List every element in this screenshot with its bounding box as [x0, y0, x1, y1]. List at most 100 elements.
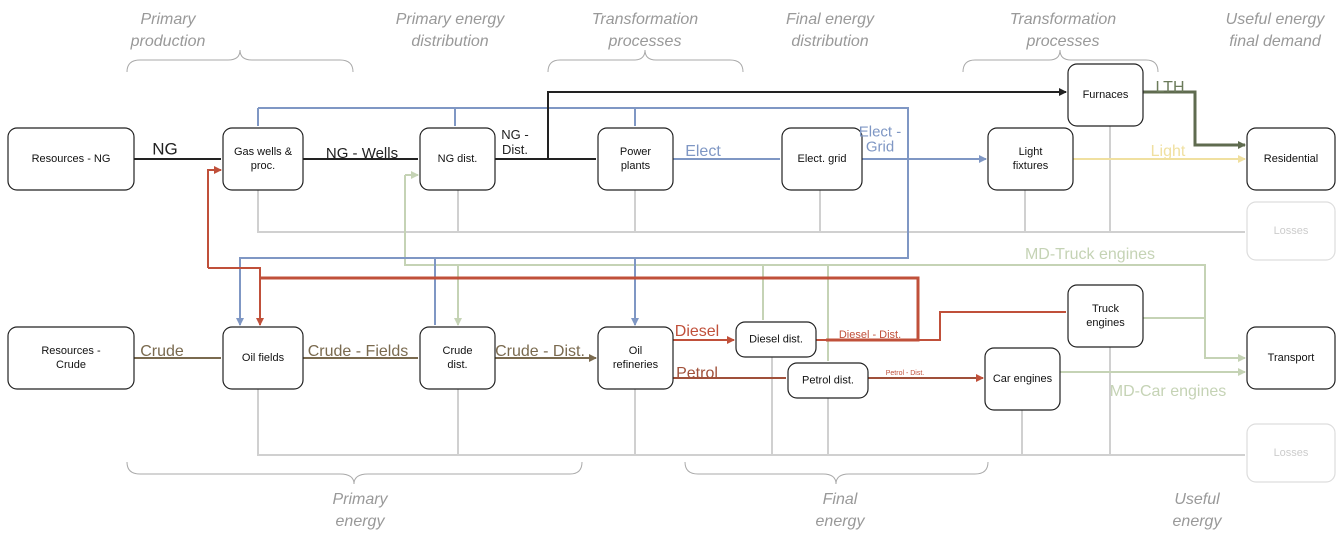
node-box: [1246, 201, 1336, 261]
node-label: Oil fields: [242, 352, 285, 364]
flow-name: Diesel: [675, 323, 719, 340]
stage-heading: Transformation: [592, 11, 699, 28]
node-label: Truck: [1092, 303, 1120, 315]
node-label: Resources -: [41, 345, 101, 357]
node: Resources - Crude: [7, 326, 135, 390]
stage-heading: Transformation: [1010, 11, 1117, 28]
nodes: Resources - NG Gas wells & proc. NG dist. Po…: [7, 63, 1336, 483]
node-label: Crude: [56, 359, 86, 371]
flow-name: NG -: [501, 127, 528, 142]
flow-name: MD-Car engines: [1110, 383, 1226, 400]
stage-heading: processes: [1026, 33, 1100, 50]
node-label: Petrol dist.: [802, 374, 854, 386]
flow-name: NG - Wells: [326, 145, 398, 162]
stage-heading: energy: [816, 513, 866, 530]
node: Gas wells & proc.: [222, 127, 304, 191]
node: Light fixtures: [987, 127, 1074, 191]
flow-name: MD-Truck engines: [1025, 246, 1155, 263]
flow-name: Crude - Fields: [308, 343, 408, 360]
node-label: fixtures: [1013, 160, 1049, 172]
node: Resources - NG: [7, 127, 135, 191]
node: Furnaces: [1067, 63, 1144, 127]
node-label: Power: [620, 146, 652, 158]
node-box: [1246, 127, 1336, 191]
braces: [126, 49, 1159, 485]
node-label: engines: [1086, 317, 1125, 329]
flow-name: LTH: [1155, 79, 1184, 96]
stage-heading: Primary: [332, 491, 388, 508]
node-label: Crude: [443, 345, 473, 357]
node-box: [7, 326, 135, 390]
flow-name: NG: [152, 139, 178, 158]
node-box: [1067, 284, 1144, 348]
node: Oil refineries: [597, 326, 674, 390]
flow-name: Grid: [866, 138, 894, 155]
node-label: Car engines: [993, 373, 1053, 385]
stage-heading: Primary: [140, 11, 196, 28]
node-label: Diesel dist.: [749, 333, 803, 345]
node-box: [7, 127, 135, 191]
flow-name: Dist.: [502, 142, 528, 157]
node-box: [419, 326, 496, 390]
stage-heading: production: [130, 33, 206, 50]
node: Transport: [1246, 326, 1336, 390]
stage-heading: distribution: [791, 33, 868, 50]
stage-heading: Useful: [1174, 491, 1220, 508]
node-label: plants: [621, 160, 651, 172]
stage-heading: Useful energy: [1226, 11, 1326, 28]
node-label: Light: [1019, 146, 1043, 158]
node: NG dist.: [419, 127, 496, 191]
node: Power plants: [597, 127, 674, 191]
node: Truck engines: [1067, 284, 1144, 348]
node-box: [735, 321, 817, 358]
node-label: Losses: [1274, 447, 1309, 459]
node-label: proc.: [251, 160, 275, 172]
node-label: Losses: [1274, 225, 1309, 237]
node-label: Gas wells &: [234, 146, 293, 158]
flow-name: Elect -: [859, 123, 902, 140]
stage-heading: energy: [336, 513, 386, 530]
node: Petrol dist.: [787, 362, 869, 399]
node-label: Transport: [1268, 352, 1315, 364]
flow-name: Petrol: [676, 365, 718, 382]
node-box: [787, 362, 869, 399]
node: Residential: [1246, 127, 1336, 191]
node-box: [1067, 63, 1144, 127]
node-label: Oil: [629, 345, 642, 357]
stage-heading: final demand: [1229, 33, 1322, 50]
node: Diesel dist.: [735, 321, 817, 358]
node-label: Elect. grid: [798, 153, 847, 165]
node: Car engines: [984, 347, 1061, 411]
node-label: Furnaces: [1083, 89, 1129, 101]
node-box: [984, 347, 1061, 411]
flows: [134, 92, 1246, 456]
stage-heading: Final energy: [786, 11, 875, 28]
node-label: NG dist.: [438, 153, 478, 165]
stage-heading: processes: [608, 33, 682, 50]
node-box: [987, 127, 1074, 191]
node-box: [781, 127, 863, 191]
node-label: refineries: [613, 359, 659, 371]
node: Oil fields: [222, 326, 304, 390]
node-box: [597, 326, 674, 390]
node-box: [222, 326, 304, 390]
stage-heading: energy: [1173, 513, 1223, 530]
flow-name: Diesel - Dist.: [839, 329, 901, 341]
node-box: [597, 127, 674, 191]
flow-name: Crude: [140, 343, 184, 360]
flow-name: Petrol - Dist.: [886, 370, 925, 377]
flow-name: Elect: [685, 143, 721, 160]
node: Elect. grid: [781, 127, 863, 191]
node: Crude dist.: [419, 326, 496, 390]
node-label: Resources - NG: [32, 153, 111, 165]
node-box: [1246, 326, 1336, 390]
node-label: Residential: [1264, 153, 1318, 165]
stage-heading: Primary energy: [396, 11, 505, 28]
flow-name: Light: [1151, 143, 1186, 160]
stage-heading: Final: [823, 491, 858, 508]
node: Losses: [1246, 423, 1336, 483]
flow-name: Crude - Dist.: [495, 343, 585, 360]
node: Losses: [1246, 201, 1336, 261]
stage-heading: distribution: [411, 33, 488, 50]
